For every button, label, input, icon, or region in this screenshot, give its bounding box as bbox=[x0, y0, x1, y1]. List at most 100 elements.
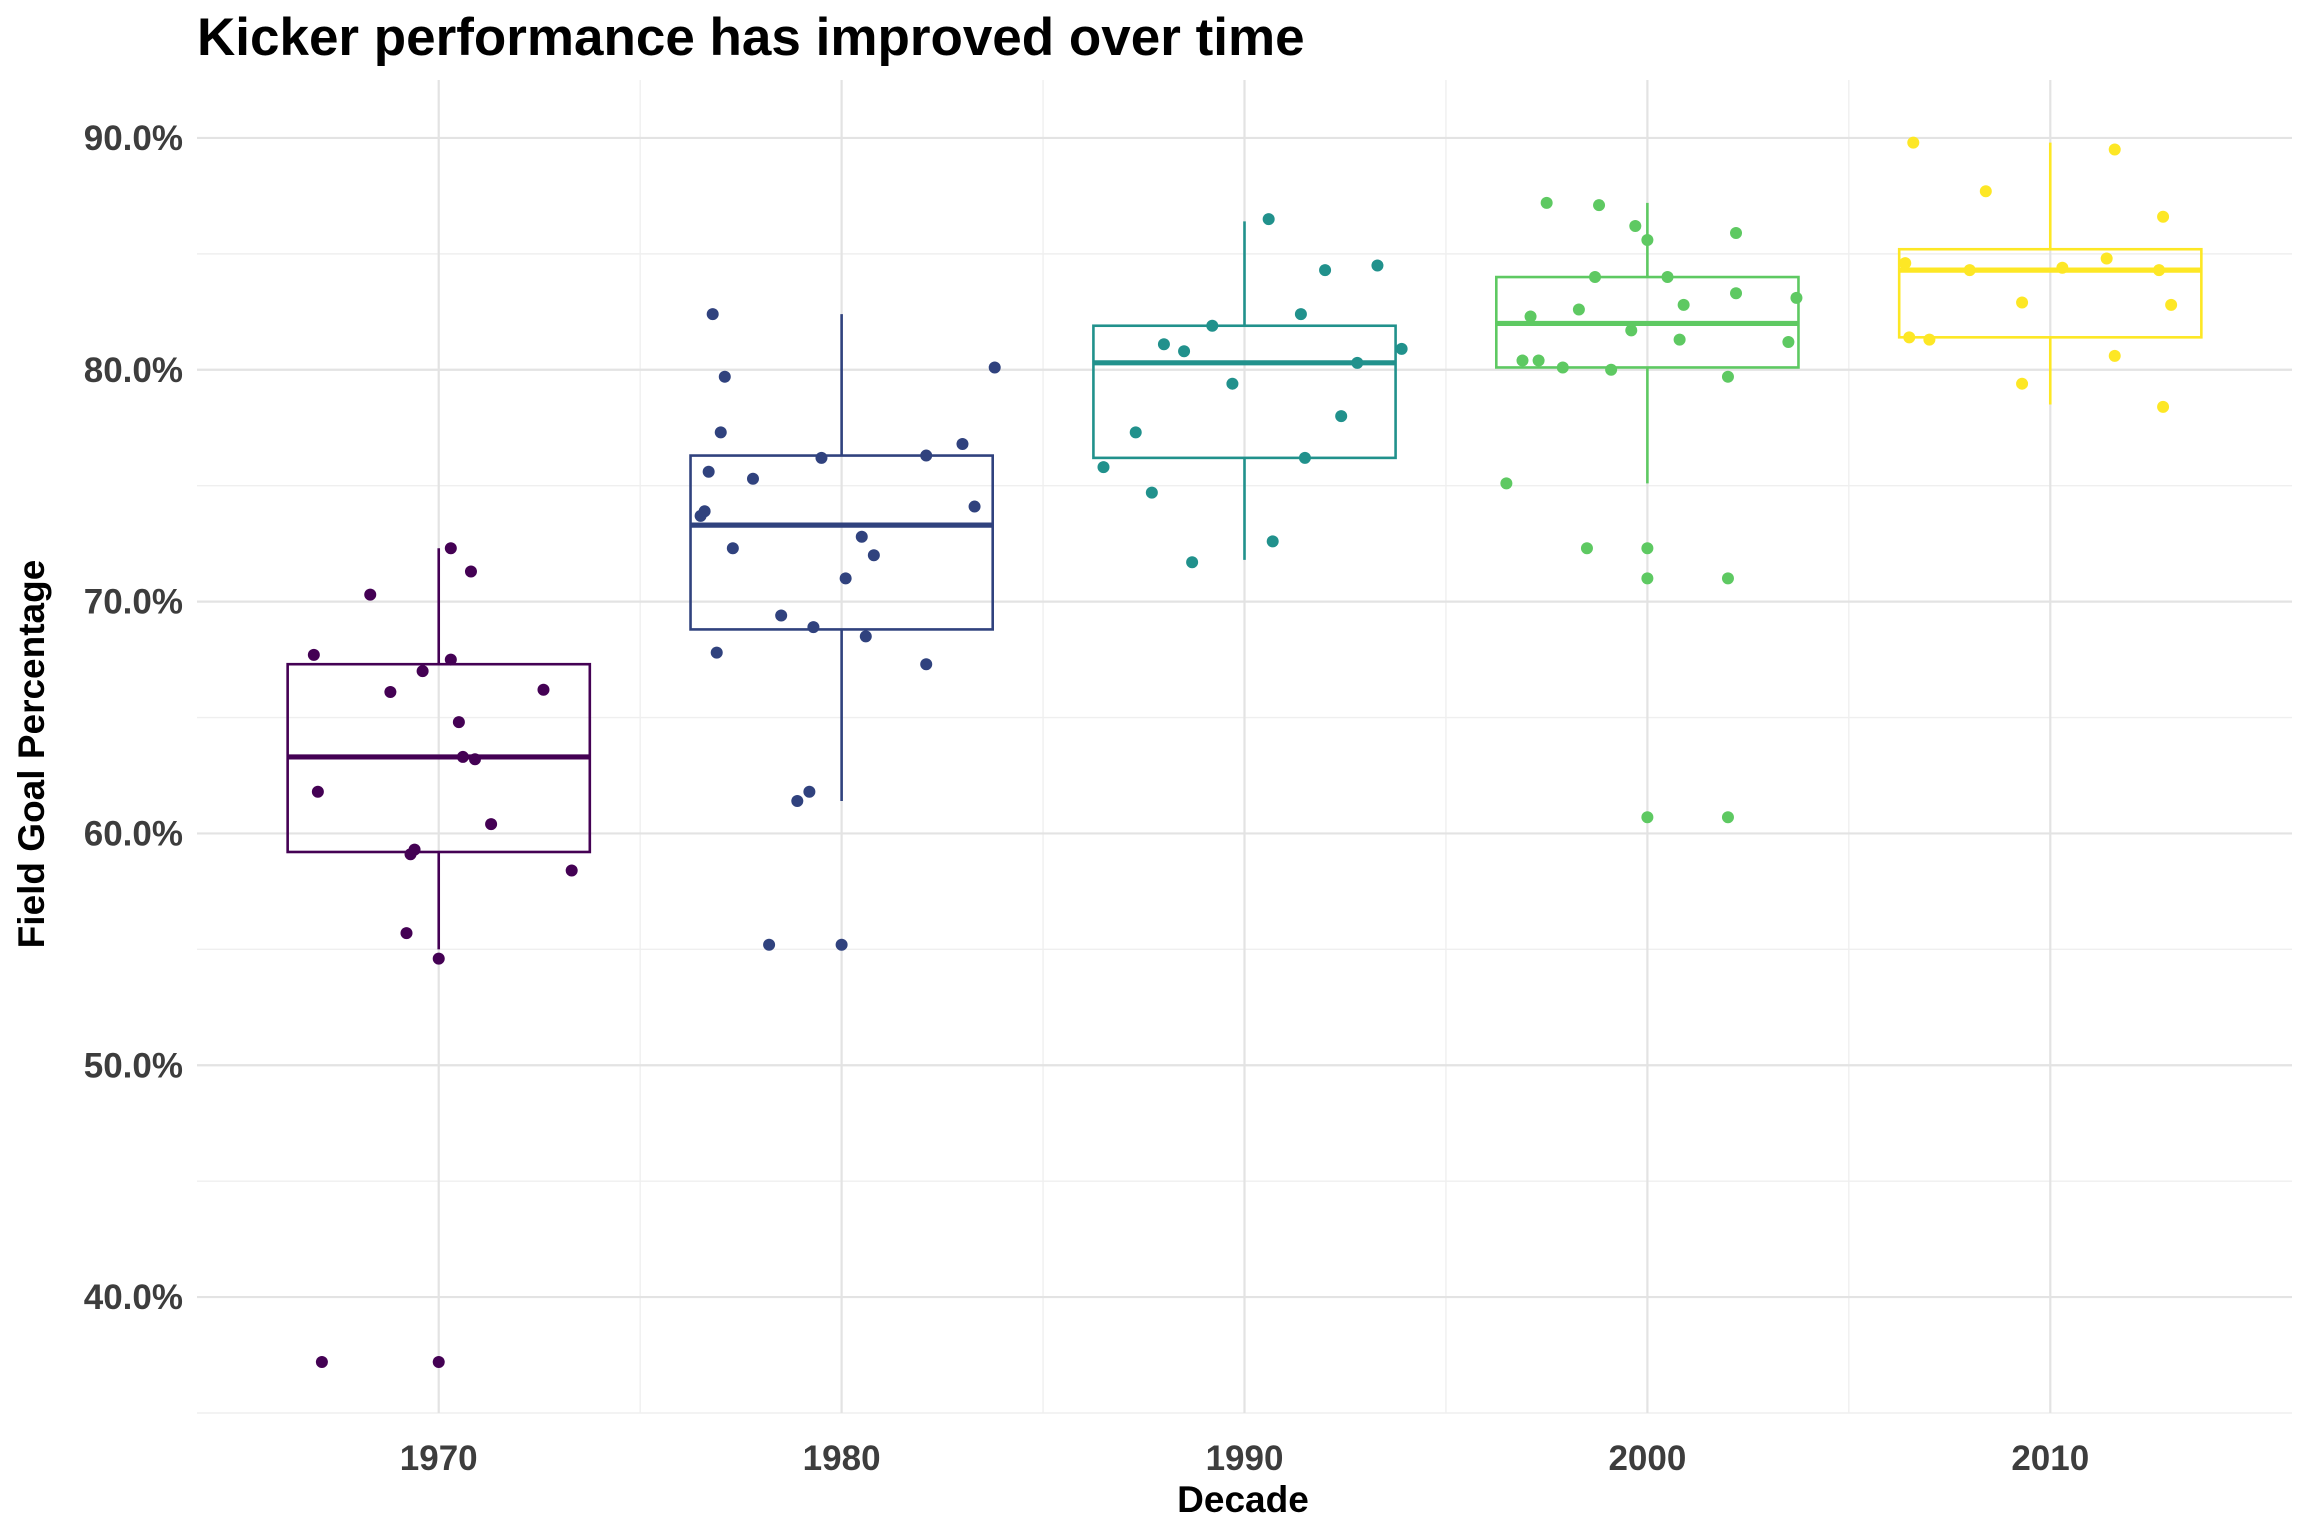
data-point-2000 bbox=[1721, 370, 1734, 383]
y-axis-title: Field Goal Percentage bbox=[11, 560, 52, 949]
data-point-1980 bbox=[698, 505, 711, 518]
data-point-2010 bbox=[1907, 136, 1920, 149]
data-point-1980 bbox=[956, 437, 969, 450]
data-point-1970 bbox=[408, 843, 421, 856]
data-point-1980 bbox=[867, 549, 880, 562]
data-point-2000 bbox=[1580, 542, 1593, 555]
data-point-1980 bbox=[775, 609, 788, 622]
data-point-2000 bbox=[1677, 298, 1690, 311]
x-tick-label: 2010 bbox=[2011, 1439, 2089, 1478]
data-point-1980 bbox=[710, 646, 723, 659]
data-point-1970 bbox=[311, 785, 324, 798]
data-point-2000 bbox=[1540, 196, 1553, 209]
data-point-1980 bbox=[968, 500, 981, 513]
data-point-2010 bbox=[1903, 331, 1916, 344]
data-point-2000 bbox=[1629, 220, 1642, 233]
data-point-1970 bbox=[364, 588, 377, 601]
data-point-1970 bbox=[444, 542, 457, 555]
data-point-2000 bbox=[1730, 287, 1743, 300]
boxplots bbox=[286, 142, 2203, 950]
data-point-2010 bbox=[1963, 264, 1976, 277]
x-axis-ticks: 1970 1980 1990 2000 2010 bbox=[400, 1439, 2089, 1478]
data-point-2010 bbox=[2016, 377, 2029, 390]
data-point-1980 bbox=[807, 621, 820, 634]
data-point-1990 bbox=[1206, 319, 1219, 332]
data-point-1970 bbox=[468, 753, 481, 766]
x-tick-label: 1990 bbox=[1206, 1439, 1284, 1478]
data-point-2000 bbox=[1532, 354, 1545, 367]
x-axis-title: Decade bbox=[1177, 1479, 1309, 1520]
data-point-2010 bbox=[2165, 298, 2178, 311]
y-tick-label: 50.0% bbox=[84, 1046, 183, 1085]
data-point-1990 bbox=[1186, 556, 1199, 569]
data-point-1990 bbox=[1319, 264, 1332, 277]
data-point-2010 bbox=[2157, 400, 2170, 413]
data-point-1980 bbox=[726, 542, 739, 555]
y-axis-ticks: 40.0% 50.0% 60.0% 70.0% 80.0% 90.0% bbox=[84, 119, 183, 1317]
box-1980 bbox=[689, 454, 994, 631]
data-point-1980 bbox=[855, 530, 868, 543]
data-point-1980 bbox=[718, 370, 731, 383]
x-tick-label: 1970 bbox=[400, 1439, 478, 1478]
data-point-2010 bbox=[1923, 333, 1936, 346]
data-point-1970 bbox=[444, 653, 457, 666]
data-point-2000 bbox=[1721, 811, 1734, 824]
data-point-2010 bbox=[2108, 349, 2121, 362]
data-point-2000 bbox=[1589, 271, 1602, 284]
data-point-1970 bbox=[565, 864, 578, 877]
data-point-1990 bbox=[1145, 486, 1158, 499]
data-point-2000 bbox=[1605, 363, 1618, 376]
data-point-1980 bbox=[702, 465, 715, 478]
data-point-1970 bbox=[456, 750, 469, 763]
data-point-2000 bbox=[1661, 271, 1674, 284]
data-point-1990 bbox=[1097, 461, 1110, 474]
data-point-2000 bbox=[1572, 303, 1585, 316]
data-point-1980 bbox=[859, 630, 872, 643]
data-point-1980 bbox=[746, 472, 759, 485]
data-point-2010 bbox=[2056, 261, 2069, 274]
data-point-2000 bbox=[1500, 477, 1513, 490]
y-tick-label: 40.0% bbox=[84, 1278, 183, 1317]
data-point-1970 bbox=[307, 648, 320, 661]
data-point-1990 bbox=[1335, 410, 1348, 423]
data-point-2000 bbox=[1524, 310, 1537, 323]
data-point-1990 bbox=[1157, 338, 1170, 351]
data-point-1980 bbox=[791, 794, 804, 807]
data-point-1970 bbox=[432, 952, 445, 965]
data-point-1990 bbox=[1178, 345, 1191, 358]
data-point-2010 bbox=[1979, 185, 1992, 198]
data-point-1980 bbox=[839, 572, 852, 585]
data-point-1970 bbox=[400, 927, 413, 940]
chart-title: Kicker performance has improved over tim… bbox=[197, 8, 1305, 67]
data-point-1990 bbox=[1298, 451, 1311, 464]
data-point-2000 bbox=[1625, 324, 1638, 337]
data-point-1990 bbox=[1262, 213, 1275, 226]
data-point-1980 bbox=[920, 658, 933, 671]
data-point-2010 bbox=[2100, 252, 2113, 265]
data-point-1980 bbox=[706, 308, 719, 321]
data-point-1980 bbox=[763, 938, 776, 951]
data-point-2000 bbox=[1556, 361, 1569, 374]
data-point-1970 bbox=[537, 683, 550, 696]
y-tick-label: 60.0% bbox=[84, 814, 183, 853]
data-point-1970 bbox=[432, 1355, 445, 1368]
jitter-points bbox=[307, 136, 2178, 1368]
data-point-1990 bbox=[1351, 356, 1364, 369]
data-point-1970 bbox=[384, 686, 397, 699]
data-point-2000 bbox=[1641, 811, 1654, 824]
x-tick-label: 1980 bbox=[803, 1439, 881, 1478]
data-point-1990 bbox=[1226, 377, 1239, 390]
data-point-2000 bbox=[1790, 291, 1803, 304]
data-point-1970 bbox=[485, 818, 498, 831]
data-point-1990 bbox=[1294, 308, 1307, 321]
data-point-1980 bbox=[815, 451, 828, 464]
x-tick-label: 2000 bbox=[1608, 1439, 1686, 1478]
data-point-2000 bbox=[1673, 333, 1686, 346]
box-1990 bbox=[1092, 324, 1397, 460]
data-point-2000 bbox=[1516, 354, 1529, 367]
data-point-1980 bbox=[803, 785, 816, 798]
y-tick-label: 80.0% bbox=[84, 351, 183, 390]
data-point-1970 bbox=[315, 1355, 328, 1368]
data-point-2000 bbox=[1641, 233, 1654, 246]
